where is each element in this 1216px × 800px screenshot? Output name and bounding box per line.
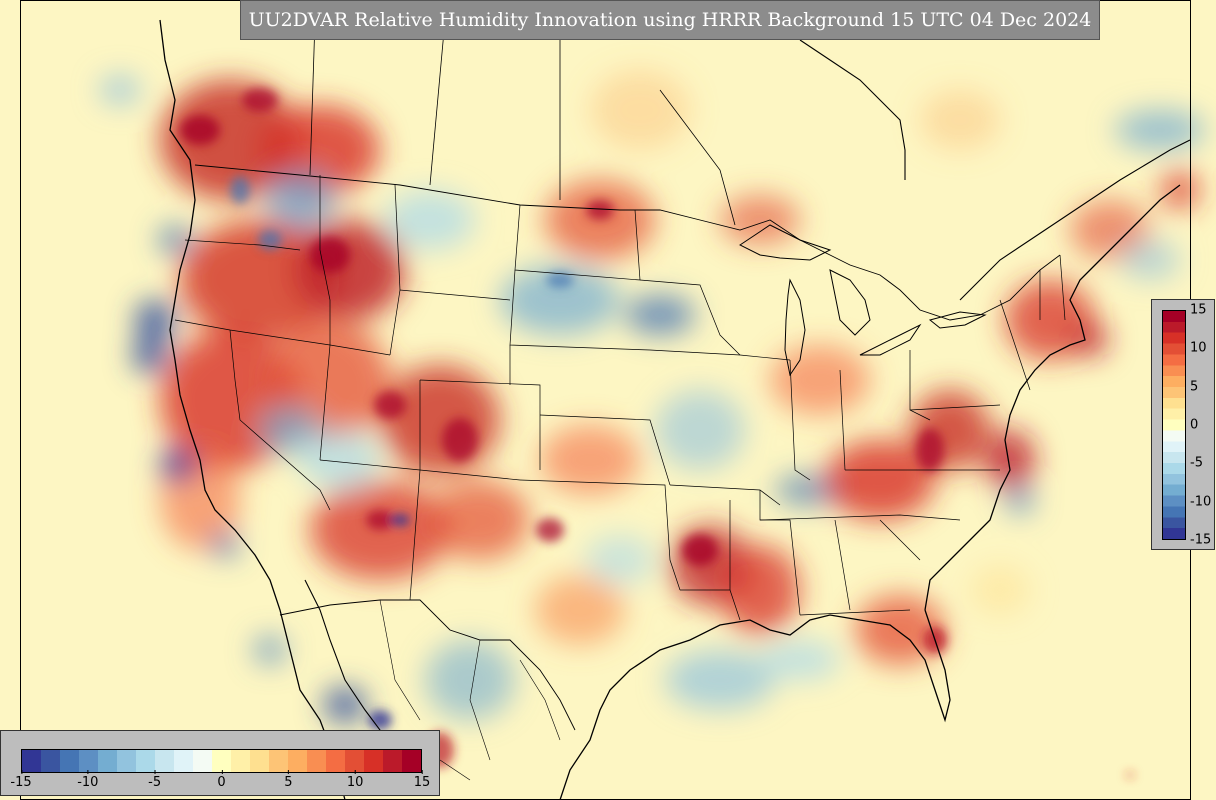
map-title: UU2DVAR Relative Humidity Innovation usi… <box>240 0 1100 40</box>
vertical-colorbar: 15 10 5 0 -5 -10 -15 <box>1151 299 1215 550</box>
horizontal-colorbar-tick: 10 <box>346 770 364 790</box>
horizontal-colorbar-tick: 5 <box>284 770 293 790</box>
horizontal-colorbar: -15 -10 -5 0 5 10 15 <box>0 730 440 796</box>
vertical-colorbar-tick: -5 <box>1190 455 1203 471</box>
map-boundaries <box>159 19 1191 800</box>
gulf-coastline <box>559 609 951 800</box>
lake-erie <box>859 323 922 356</box>
vertical-colorbar-ticks: 15 10 5 0 -5 -10 -15 <box>1190 303 1216 548</box>
vertical-colorbar-strip <box>1162 310 1186 540</box>
pacific-coastline <box>159 19 346 800</box>
vertical-colorbar-tick: 5 <box>1190 379 1199 395</box>
vertical-colorbar-tick: -15 <box>1190 532 1212 548</box>
mexico-us-border <box>279 599 576 731</box>
horizontal-colorbar-tick: -15 <box>10 770 32 790</box>
vertical-colorbar-tick: 10 <box>1190 340 1207 356</box>
vertical-colorbar-tick: 0 <box>1190 417 1199 433</box>
horizontal-colorbar-tick: 15 <box>413 770 431 790</box>
horizontal-colorbar-tick: -10 <box>77 770 99 790</box>
lake-superior <box>739 224 832 261</box>
lake-michigan <box>784 278 806 377</box>
horizontal-colorbar-tick: 0 <box>217 770 226 790</box>
horizontal-colorbar-tick: -5 <box>148 770 162 790</box>
lake-ontario <box>928 311 987 329</box>
lake-huron <box>829 269 871 336</box>
horizontal-colorbar-strip <box>21 749 422 773</box>
vertical-colorbar-tick: -10 <box>1190 494 1212 510</box>
vertical-colorbar-tick: 15 <box>1190 302 1207 318</box>
horizontal-colorbar-ticks: -15 -10 -5 0 5 10 15 <box>10 770 430 795</box>
state-borders <box>174 175 1066 621</box>
canada-us-border <box>194 164 1061 321</box>
atlantic-coastline <box>924 184 1181 611</box>
